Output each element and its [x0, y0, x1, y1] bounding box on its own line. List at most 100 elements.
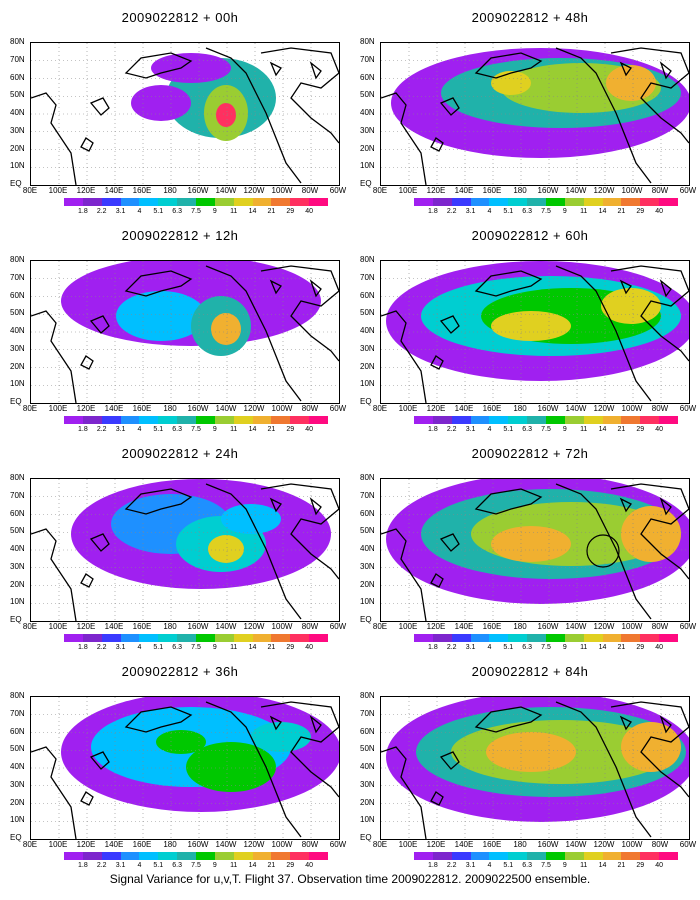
colorbar-swatch	[214, 416, 234, 424]
variance-map	[381, 479, 689, 621]
colorbar-label: 4	[487, 644, 492, 651]
map-panel: 2009022812 + 48h 80N 70N 60N 50N 40N 30N 20N 10N…	[360, 0, 700, 215]
latitude-tick-label: EQ	[360, 179, 372, 188]
colorbar-swatch	[583, 198, 603, 206]
colorbar-label: 2.2	[446, 208, 457, 215]
colorbar-swatch	[432, 416, 452, 424]
variance-contour	[131, 85, 191, 121]
longitude-tick-label: 80W	[301, 840, 319, 849]
colorbar-label: 5.1	[503, 426, 514, 433]
panel-title: 2009022812 + 48h	[471, 10, 589, 25]
colorbar-label: 2.2	[96, 862, 107, 869]
colorbar-swatch	[451, 852, 471, 860]
colorbar-swatch	[233, 416, 253, 424]
longitude-axis: 80E 100E 120E 140E 160E 180 160W 140W 120W 100W 80…	[373, 404, 696, 414]
colorbar-swatch	[621, 416, 641, 424]
latitude-tick-label: 70N	[360, 490, 375, 500]
colorbar-label: 5.1	[503, 644, 514, 651]
colorbar-label: 40	[305, 862, 314, 869]
coastline	[260, 47, 339, 144]
longitude-tick-label: 140W	[565, 404, 587, 413]
coastline	[474, 270, 543, 297]
coastline	[89, 751, 110, 770]
map-panel: 2009022812 + 12h 80N 70N 60N 50N 40N 30N 20N 10N…	[10, 218, 350, 433]
colorbar-swatch	[602, 198, 622, 206]
longitude-tick-label: 100E	[48, 840, 68, 849]
longitude-tick-label: 180	[163, 840, 177, 849]
colorbar-label: 40	[655, 862, 664, 869]
colorbar-label: 21	[267, 862, 276, 869]
colorbar-swatch	[432, 634, 452, 642]
coastline	[124, 488, 193, 515]
longitude-tick-label: 120W	[593, 404, 615, 413]
colorbar-swatch	[177, 852, 197, 860]
longitude-tick-label: 160E	[132, 622, 152, 631]
colorbar-swatch	[214, 634, 234, 642]
latitude-tick-label: 50N	[360, 744, 375, 754]
observation-circle	[586, 534, 620, 568]
coastline	[659, 279, 672, 298]
colorbar-label: 3.1	[115, 644, 126, 651]
colorbar-swatch	[621, 198, 641, 206]
map-panel: 2009022812 + 36h 80N 70N 60N 50N 40N 30N 20N 10N…	[10, 654, 350, 869]
variance-contour	[606, 65, 656, 101]
longitude-axis: 80E 100E 120E 140E 160E 180 160W 140W 120W 100W 80…	[373, 186, 696, 196]
coastline	[381, 528, 427, 621]
colorbar-swatch	[527, 416, 547, 424]
colorbar-label: 6.3	[522, 862, 533, 869]
colorbar-label: 9	[212, 644, 217, 651]
variance-contour	[211, 313, 241, 345]
colorbar-swatch	[414, 198, 433, 206]
colorbar-label: 3.1	[465, 644, 476, 651]
coastline	[269, 715, 282, 731]
latitude-tick-label: 50N	[360, 308, 375, 318]
coastline	[610, 701, 689, 798]
colorbar-label: 14	[598, 644, 607, 651]
longitude-tick-label: 160W	[187, 840, 209, 849]
longitude-tick-label: 180	[163, 622, 177, 631]
colorbar-label: 21	[617, 426, 626, 433]
coastline	[610, 483, 689, 580]
coastline	[309, 61, 322, 80]
latitude-tick-label: 10N	[360, 161, 375, 171]
colorbar-labels: 1.8 2.2 3.1 4 5.1 6.3 7.5 9 11 14 21 29 40	[64, 862, 328, 870]
colorbar-swatch	[290, 634, 310, 642]
latitude-tick-label: 20N	[10, 579, 25, 589]
colorbar-label: 11	[580, 862, 588, 869]
colorbar-label: 5.1	[153, 426, 164, 433]
latitude-tick-label: 70N	[360, 54, 375, 64]
longitude-tick-label: 120W	[243, 622, 265, 631]
colorbar-swatch	[659, 416, 679, 424]
latitude-tick-label: 10N	[360, 597, 375, 607]
colorbar-swatch	[640, 198, 660, 206]
colorbar-swatch	[527, 198, 547, 206]
latitude-tick-label: 10N	[10, 597, 25, 607]
longitude-tick-label: 80W	[651, 622, 669, 631]
colorbar-label: 9	[212, 426, 217, 433]
colorbar-swatch	[64, 416, 83, 424]
colorbar-label: 9	[562, 862, 567, 869]
longitude-tick-label: 160W	[187, 622, 209, 631]
colorbar-label: 9	[212, 208, 217, 215]
colorbar-label: 7.5	[541, 644, 551, 651]
map-panel: 2009022812 + 24h 80N 70N 60N 50N 40N 30N 20N 10N…	[10, 436, 350, 651]
latitude-tick-label: 40N	[10, 762, 25, 771]
coastline	[430, 791, 444, 806]
latitude-tick-label: 10N	[10, 379, 25, 389]
colorbar-label: 21	[617, 208, 626, 215]
colorbar	[414, 852, 679, 860]
colorbar-label: 4	[137, 426, 142, 433]
coastline	[269, 279, 282, 295]
colorbar-label: 3.1	[115, 862, 126, 869]
longitude-tick-label: 100W	[621, 186, 643, 195]
variance-contour	[156, 730, 206, 754]
colorbar-swatch	[196, 416, 215, 424]
latitude-tick-label: 20N	[360, 143, 375, 153]
colorbar-label: 3.1	[465, 862, 476, 869]
colorbar-swatch	[120, 852, 140, 860]
colorbar-swatch	[290, 416, 310, 424]
colorbar-label: 1.8	[427, 426, 438, 433]
latitude-axis: 80N 70N 60N 50N 40N 30N 20N 10N EQ	[10, 256, 30, 408]
latitude-tick-label: 70N	[10, 54, 25, 64]
colorbar-labels: 1.8 2.2 3.1 4 5.1 6.3 7.5 9 11 14 21 29 40	[64, 208, 328, 216]
